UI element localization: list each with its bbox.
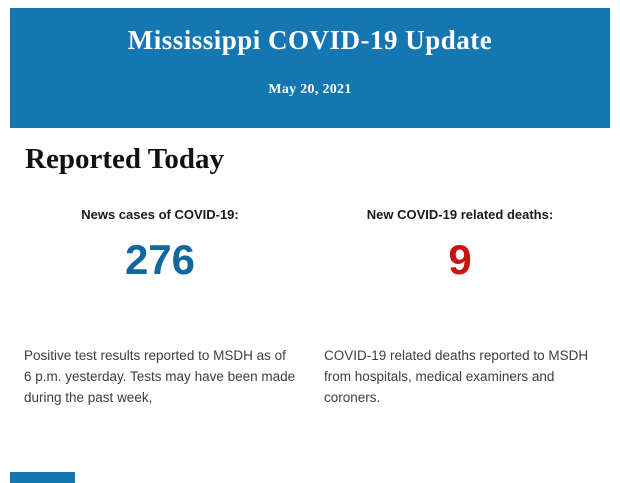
deaths-label: New COVID-19 related deaths: (366, 207, 554, 222)
cases-value: 276 (124, 236, 196, 283)
cases-column: News cases of COVID-19: 276 Positive tes… (24, 176, 296, 408)
header-date: May 20, 2021 (268, 82, 352, 97)
footer-banner-partial (10, 472, 75, 483)
page-title: Mississippi COVID-19 Update (127, 25, 493, 55)
deaths-description: COVID-19 related deaths reported to MSDH… (324, 348, 589, 406)
deaths-value: 9 (448, 236, 472, 283)
section-heading: Reported Today (25, 143, 225, 175)
cases-description: Positive test results reported to MSDH a… (24, 348, 296, 406)
header-banner: Mississippi COVID-19 Update May 20, 2021 (10, 8, 610, 128)
stats-columns: News cases of COVID-19: 276 Positive tes… (24, 176, 596, 408)
cases-label: News cases of COVID-19: (81, 207, 239, 222)
report-section: Reported Today News cases of COVID-19: 2… (0, 128, 620, 408)
deaths-column: New COVID-19 related deaths: 9 COVID-19 … (324, 176, 596, 408)
